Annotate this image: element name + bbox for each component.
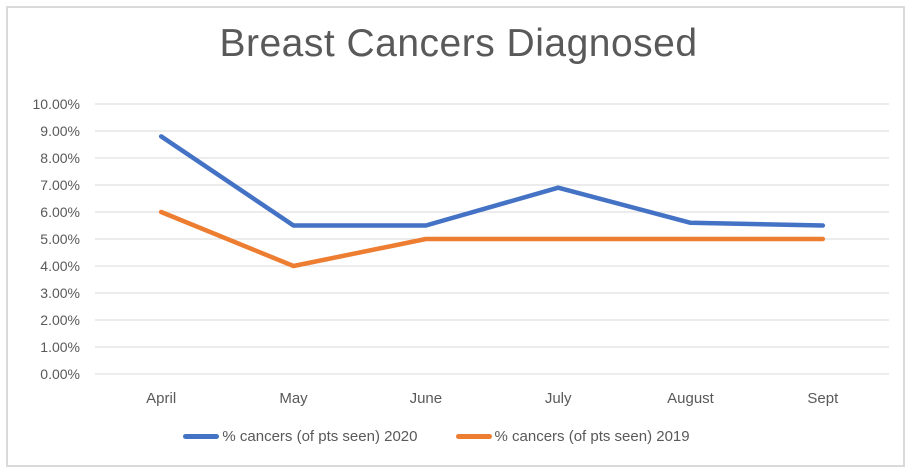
x-axis-tick-label: August bbox=[667, 390, 715, 407]
y-axis-tick-label: 5.00% bbox=[40, 231, 80, 247]
y-axis-tick-label: 0.00% bbox=[40, 366, 80, 382]
chart-border bbox=[6, 6, 905, 467]
y-axis-tick-label: 7.00% bbox=[40, 177, 80, 193]
legend-line-marker-icon bbox=[183, 434, 220, 439]
legend-line-marker-icon bbox=[455, 434, 492, 439]
chart-title: Breast Cancers Diagnosed bbox=[219, 22, 698, 65]
legend-item-1: % cancers (of pts seen) 2019 bbox=[455, 428, 690, 445]
series-line-0 bbox=[158, 134, 826, 228]
y-axis-tick-label: 4.00% bbox=[40, 258, 80, 274]
y-axis-tick-label: 8.00% bbox=[40, 150, 80, 166]
y-axis-tick-label: 10.00% bbox=[33, 96, 80, 112]
y-axis-tick-label: 1.00% bbox=[40, 339, 80, 355]
x-axis-tick-label: April bbox=[146, 390, 176, 407]
y-axis-tick-label: 6.00% bbox=[40, 204, 80, 220]
y-axis-tick-label: 3.00% bbox=[40, 285, 80, 301]
x-axis-tick-label: May bbox=[279, 390, 308, 407]
x-axis-tick-label: Sept bbox=[807, 390, 839, 407]
series-line-1 bbox=[158, 209, 826, 269]
x-axis-tick-label: July bbox=[545, 390, 572, 407]
legend-label: % cancers (of pts seen) 2020 bbox=[222, 428, 418, 445]
legend-label: % cancers (of pts seen) 2019 bbox=[494, 428, 690, 445]
y-axis-tick-label: 2.00% bbox=[40, 312, 80, 328]
legend-item-0: % cancers (of pts seen) 2020 bbox=[183, 428, 418, 445]
x-axis-tick-label: June bbox=[410, 390, 443, 407]
y-axis-tick-label: 9.00% bbox=[40, 123, 80, 139]
chart-legend: % cancers (of pts seen) 2020 % cancers (o… bbox=[0, 428, 895, 445]
